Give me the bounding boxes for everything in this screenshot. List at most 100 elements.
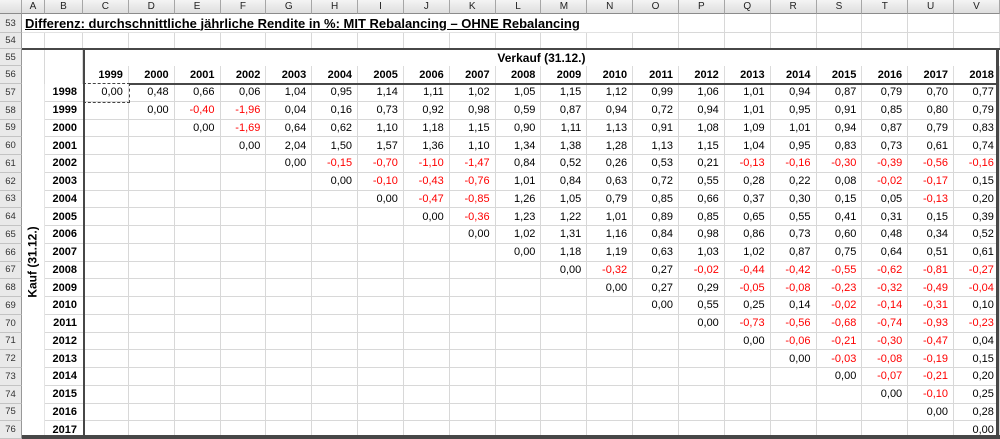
- cell-R63[interactable]: 0,30: [770, 190, 817, 209]
- cell-P59[interactable]: 1,08: [678, 119, 725, 138]
- sell-year-2001[interactable]: 2001: [175, 66, 221, 84]
- cell-I63[interactable]: 0,00: [358, 190, 404, 209]
- sell-year-2008[interactable]: 2008: [496, 66, 542, 84]
- cell-Q62[interactable]: 0,28: [724, 172, 771, 191]
- cell-I70[interactable]: [358, 314, 404, 333]
- cell-K72[interactable]: [449, 350, 496, 368]
- cell-D59[interactable]: [128, 119, 175, 138]
- cell-D58[interactable]: 0,00: [128, 101, 175, 120]
- cell-G66[interactable]: [266, 243, 313, 262]
- cell-L61[interactable]: 0,84: [495, 155, 542, 173]
- cell-F68[interactable]: [220, 279, 267, 297]
- cell-N74[interactable]: [587, 385, 634, 404]
- cell-D67[interactable]: [128, 261, 175, 280]
- cell-Q60[interactable]: 1,04: [724, 137, 771, 155]
- cell-G64[interactable]: [266, 208, 313, 226]
- column-header-H[interactable]: H: [312, 0, 359, 14]
- cell-K74[interactable]: [449, 385, 496, 404]
- cell-N75[interactable]: [587, 403, 634, 422]
- cell-F70[interactable]: [220, 314, 267, 333]
- cell-I75[interactable]: [358, 403, 404, 422]
- cell-M71[interactable]: [541, 332, 588, 351]
- cell-V64[interactable]: 0,39: [954, 208, 1000, 226]
- cell-O72[interactable]: [633, 350, 679, 368]
- row-header-61[interactable]: 61: [0, 155, 22, 173]
- cell-J57[interactable]: 1,11: [403, 84, 450, 102]
- cell-C57[interactable]: 0,00: [83, 84, 129, 102]
- cell-P69[interactable]: 0,55: [678, 297, 725, 315]
- cell-M62[interactable]: 0,84: [541, 172, 588, 191]
- empty-cell[interactable]: [45, 66, 83, 84]
- cell-J60[interactable]: 1,36: [403, 137, 450, 155]
- column-header-A[interactable]: A: [22, 0, 45, 14]
- cell-G72[interactable]: [266, 350, 313, 368]
- cell-I74[interactable]: [358, 385, 404, 404]
- column-header-P[interactable]: P: [678, 0, 725, 14]
- cell-V58[interactable]: 0,79: [954, 101, 1000, 120]
- cell-G63[interactable]: [266, 190, 313, 209]
- cell-P65[interactable]: 0,98: [678, 226, 725, 244]
- cell-Q63[interactable]: 0,37: [724, 190, 771, 209]
- cell-V65[interactable]: 0,52: [954, 226, 1000, 244]
- cell-C60[interactable]: [83, 137, 129, 155]
- cell-N69[interactable]: [587, 297, 634, 315]
- cell-D74[interactable]: [128, 385, 175, 404]
- cell-T62[interactable]: -0,02: [862, 172, 909, 191]
- cell-I65[interactable]: [358, 226, 404, 244]
- cell-J59[interactable]: 1,18: [403, 119, 450, 138]
- empty-cell[interactable]: [22, 49, 45, 66]
- cell-R75[interactable]: [770, 403, 817, 422]
- cell-K73[interactable]: [449, 368, 496, 386]
- cell-O69[interactable]: 0,00: [633, 297, 679, 315]
- cell-P60[interactable]: 1,15: [678, 137, 725, 155]
- cell-F66[interactable]: [220, 243, 267, 262]
- row-header-53[interactable]: 53: [0, 14, 22, 33]
- cell-E70[interactable]: [174, 314, 221, 333]
- cell-T74[interactable]: 0,00: [862, 385, 909, 404]
- cell-N66[interactable]: 1,19: [587, 243, 634, 262]
- cell-F65[interactable]: [220, 226, 267, 244]
- row-header-60[interactable]: 60: [0, 137, 22, 155]
- sell-year-2013[interactable]: 2013: [725, 66, 771, 84]
- row-header-75[interactable]: 75: [0, 403, 22, 422]
- cell-H74[interactable]: [312, 385, 359, 404]
- cell-Q69[interactable]: 0,25: [724, 297, 771, 315]
- cell-E58[interactable]: -0,40: [174, 101, 221, 120]
- cell-K67[interactable]: [449, 261, 496, 280]
- cell-U59[interactable]: 0,79: [908, 119, 955, 138]
- cell-I66[interactable]: [358, 243, 404, 262]
- buy-year-2000[interactable]: 2000: [45, 120, 83, 138]
- cell-F73[interactable]: [220, 368, 267, 386]
- cell-V74[interactable]: 0,25: [954, 385, 1000, 404]
- cell-G61[interactable]: 0,00: [266, 155, 313, 173]
- cell-D65[interactable]: [128, 226, 175, 244]
- cell-N65[interactable]: 1,16: [587, 226, 634, 244]
- cell-K75[interactable]: [449, 403, 496, 422]
- cell-G60[interactable]: 2,04: [266, 137, 313, 155]
- cell-L63[interactable]: 1,26: [495, 190, 542, 209]
- cell-Q58[interactable]: 1,01: [724, 101, 771, 120]
- cell-R74[interactable]: [770, 385, 817, 404]
- cell-G59[interactable]: 0,64: [266, 119, 313, 138]
- cell-O58[interactable]: 0,72: [633, 101, 679, 120]
- cell-V57[interactable]: 0,77: [954, 84, 1000, 102]
- cell-R64[interactable]: 0,55: [770, 208, 817, 226]
- sell-year-2015[interactable]: 2015: [817, 66, 863, 84]
- buy-year-2004[interactable]: 2004: [45, 191, 83, 209]
- cell-U70[interactable]: -0,93: [908, 314, 955, 333]
- cell-H68[interactable]: [312, 279, 359, 297]
- cell-V71[interactable]: 0,04: [954, 332, 1000, 351]
- column-header-K[interactable]: K: [449, 0, 496, 14]
- buy-year-2010[interactable]: 2010: [45, 297, 83, 315]
- cell-C70[interactable]: [83, 314, 129, 333]
- cell-U69[interactable]: -0,31: [908, 297, 955, 315]
- cell-H58[interactable]: 0,16: [312, 101, 359, 120]
- cell-O65[interactable]: 0,84: [633, 226, 679, 244]
- sell-year-2010[interactable]: 2010: [587, 66, 634, 84]
- cell-S67[interactable]: -0,55: [816, 261, 863, 280]
- sell-year-2003[interactable]: 2003: [266, 66, 313, 84]
- cell-G74[interactable]: [266, 385, 313, 404]
- cell-U72[interactable]: -0,19: [908, 350, 955, 368]
- cell-R62[interactable]: 0,22: [770, 172, 817, 191]
- column-header-L[interactable]: L: [495, 0, 542, 14]
